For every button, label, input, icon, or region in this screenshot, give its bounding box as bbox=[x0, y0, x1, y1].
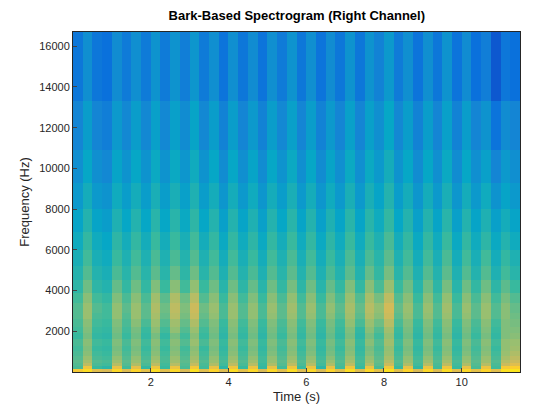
svg-text:8: 8 bbox=[381, 376, 387, 388]
svg-text:16000: 16000 bbox=[39, 40, 70, 52]
svg-text:8000: 8000 bbox=[45, 203, 69, 215]
svg-text:2: 2 bbox=[148, 376, 154, 388]
svg-text:10: 10 bbox=[456, 376, 468, 388]
svg-text:14000: 14000 bbox=[39, 81, 70, 93]
svg-text:10000: 10000 bbox=[39, 162, 70, 174]
svg-text:12000: 12000 bbox=[39, 122, 70, 134]
svg-text:6000: 6000 bbox=[45, 244, 69, 256]
svg-text:2000: 2000 bbox=[45, 325, 69, 337]
svg-text:4000: 4000 bbox=[45, 284, 69, 296]
svg-text:Frequency (Hz): Frequency (Hz) bbox=[17, 157, 32, 247]
svg-text:Bark-Based Spectrogram (Right: Bark-Based Spectrogram (Right Channel) bbox=[169, 8, 425, 23]
svg-text:6: 6 bbox=[303, 376, 309, 388]
svg-text:Time (s): Time (s) bbox=[273, 389, 320, 404]
svg-text:4: 4 bbox=[225, 376, 231, 388]
